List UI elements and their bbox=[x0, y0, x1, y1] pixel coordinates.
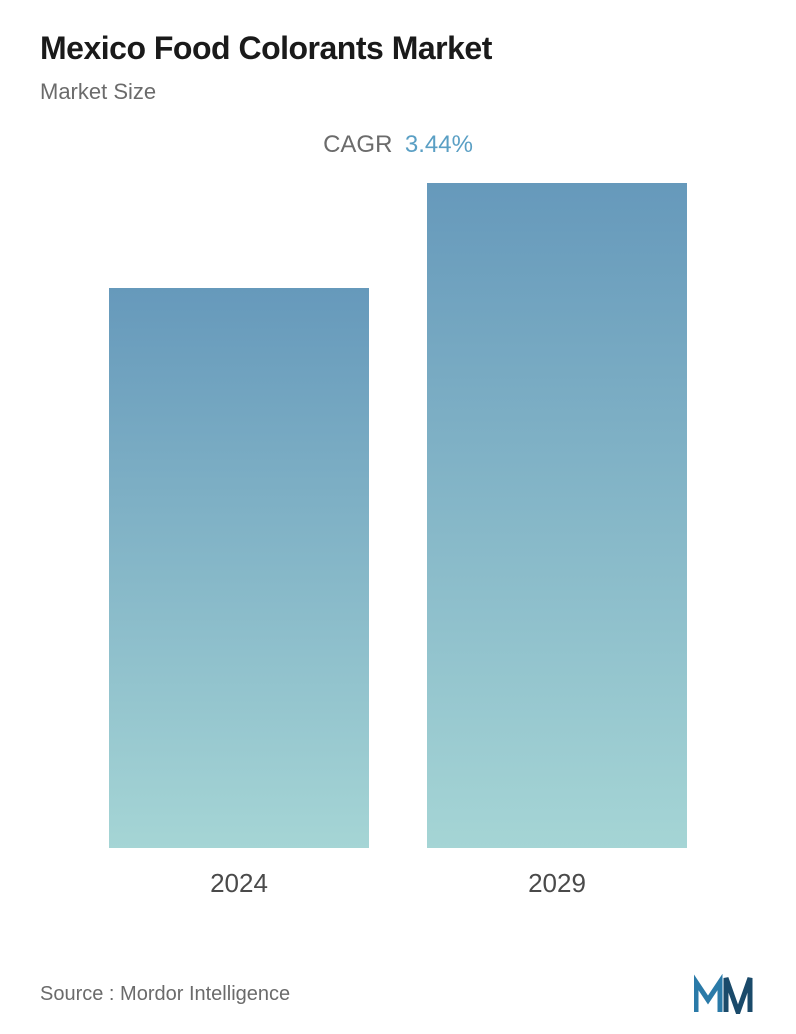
footer: Source : Mordor Intelligence bbox=[40, 974, 756, 1014]
cagr-value: 3.44% bbox=[405, 131, 473, 158]
bar-group-0: 2024 bbox=[109, 288, 369, 899]
bar-1 bbox=[427, 183, 687, 848]
page-subtitle: Market Size bbox=[40, 79, 756, 105]
page-title: Mexico Food Colorants Market bbox=[40, 30, 756, 67]
bar-group-1: 2029 bbox=[427, 183, 687, 899]
cagr-label: CAGR bbox=[323, 131, 392, 158]
source-text: Source : Mordor Intelligence bbox=[40, 983, 290, 1006]
bar-0 bbox=[109, 288, 369, 848]
bar-label-0: 2024 bbox=[210, 868, 268, 899]
bar-chart: 2024 2029 bbox=[40, 179, 756, 899]
bar-label-1: 2029 bbox=[528, 868, 586, 899]
logo-icon bbox=[694, 974, 756, 1014]
cagr-metric: CAGR 3.44% bbox=[40, 131, 756, 159]
